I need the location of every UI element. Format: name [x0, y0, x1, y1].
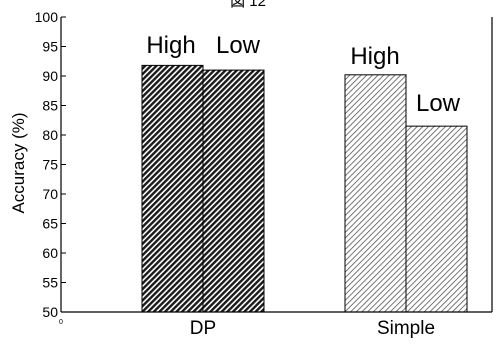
x-category-label: DP [190, 318, 216, 339]
bar-label-simple-low: Low [416, 90, 461, 117]
y-tick-label: 55 [42, 275, 58, 291]
y-tick-label: 50 [42, 304, 58, 320]
bar-labels-group: High Low High Low [146, 32, 460, 117]
y-axis-label: Accuracy (%) [9, 112, 28, 213]
x-category-label: Simple [377, 318, 435, 339]
y-tick-label: 80 [42, 127, 58, 143]
x-origin-label: 0 [59, 319, 63, 326]
chart-title: 図 12 [230, 0, 266, 10]
bar-label-dp-low: Low [216, 32, 261, 59]
bar-dp-high [141, 64, 204, 313]
y-ticks-group: 50 55 60 65 70 75 80 85 90 95 100 [35, 9, 66, 320]
y-tick-label: 90 [42, 68, 58, 84]
y-tick-label: 85 [42, 98, 58, 114]
bar-simple-low [405, 125, 468, 313]
bar-simple-high [344, 74, 407, 313]
bars-group [141, 64, 468, 313]
bar-label-simple-high: High [350, 43, 399, 70]
y-tick-label: 75 [42, 157, 58, 173]
bar-label-dp-high: High [146, 32, 195, 59]
y-tick-label: 60 [42, 245, 58, 261]
y-tick-label: 95 [42, 39, 58, 55]
y-tick-label: 70 [42, 186, 58, 202]
y-tick-label: 65 [42, 216, 58, 232]
x-categories-group: DP Simple [190, 307, 435, 339]
y-tick-label: 100 [35, 9, 59, 25]
bar-dp-low [202, 69, 265, 313]
